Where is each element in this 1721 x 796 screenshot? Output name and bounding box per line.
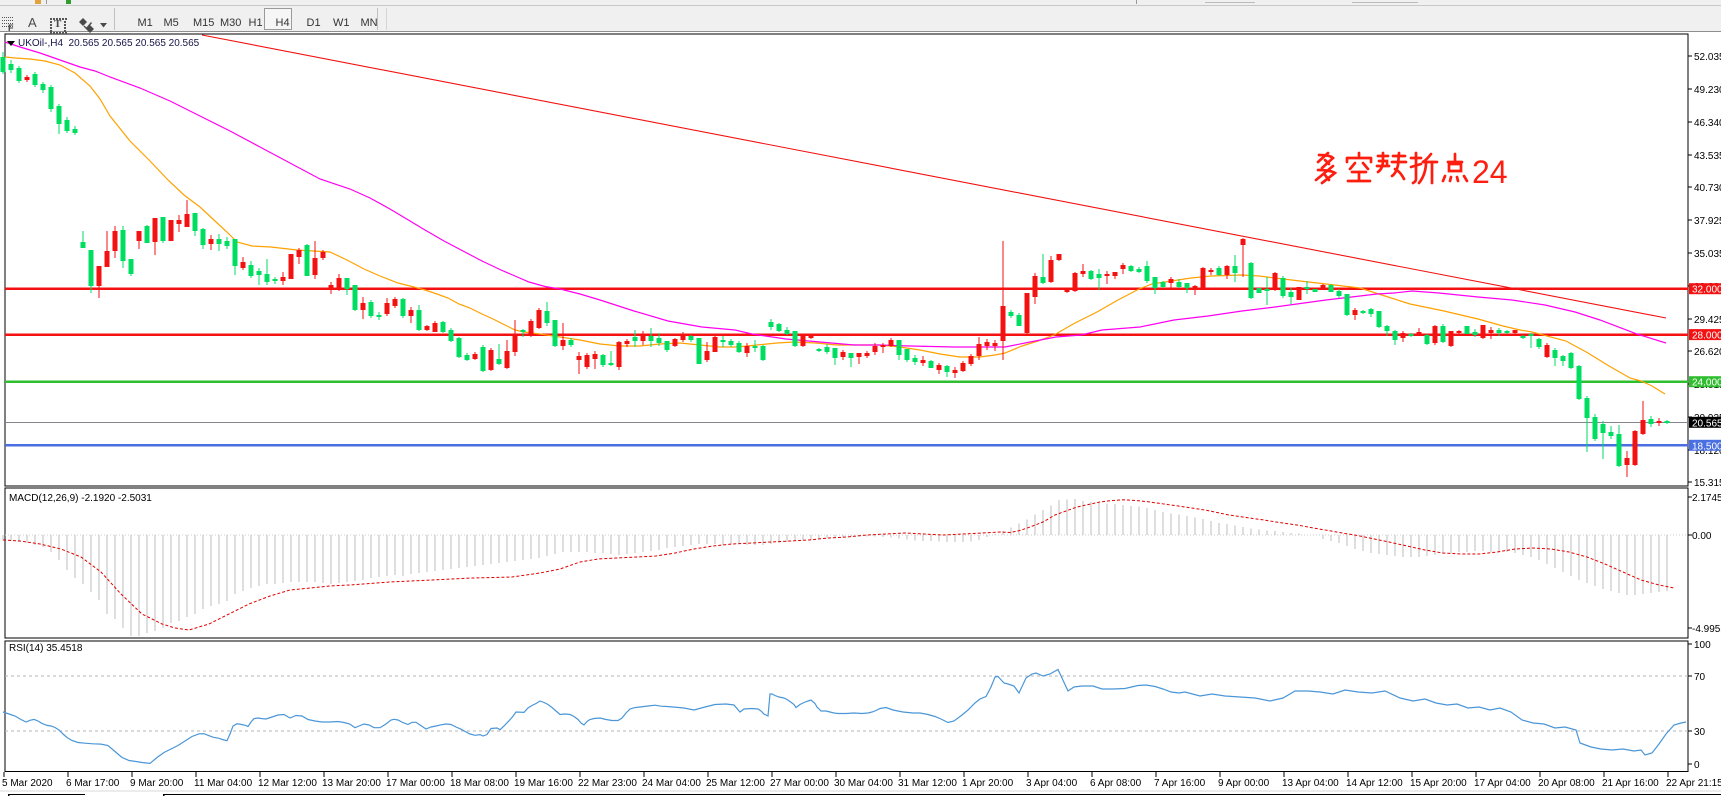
svg-text:22 Mar 23:00: 22 Mar 23:00 xyxy=(578,778,637,789)
svg-text:7 Apr 16:00: 7 Apr 16:00 xyxy=(1154,778,1206,789)
svg-text:9 Mar 20:00: 9 Mar 20:00 xyxy=(130,778,184,789)
svg-text:70: 70 xyxy=(1694,672,1706,683)
svg-text:20 Apr 08:00: 20 Apr 08:00 xyxy=(1538,778,1595,789)
svg-text:30: 30 xyxy=(1694,727,1706,738)
svg-text:22 Apr 21:15: 22 Apr 21:15 xyxy=(1666,778,1721,789)
svg-text:20.565: 20.565 xyxy=(1692,418,1721,429)
svg-text:21 Apr 16:00: 21 Apr 16:00 xyxy=(1602,778,1659,789)
svg-text:13 Apr 04:00: 13 Apr 04:00 xyxy=(1282,778,1339,789)
svg-text:18.500: 18.500 xyxy=(1692,441,1721,452)
svg-text:15.315: 15.315 xyxy=(1694,478,1721,489)
svg-text:MACD(12,26,9) -2.1920 -2.5031: MACD(12,26,9) -2.1920 -2.5031 xyxy=(9,493,152,504)
svg-text:3 Apr 04:00: 3 Apr 04:00 xyxy=(1026,778,1078,789)
svg-text:30 Mar 04:00: 30 Mar 04:00 xyxy=(834,778,893,789)
svg-text:46.340: 46.340 xyxy=(1694,118,1721,129)
svg-text:2.1745: 2.1745 xyxy=(1692,493,1721,504)
svg-text:RSI(14) 35.4518: RSI(14) 35.4518 xyxy=(9,643,83,654)
svg-text:6 Apr 08:00: 6 Apr 08:00 xyxy=(1090,778,1142,789)
svg-text:14 Apr 12:00: 14 Apr 12:00 xyxy=(1346,778,1403,789)
svg-text:18.120: 18.120 xyxy=(1694,446,1721,457)
svg-text:26.620: 26.620 xyxy=(1694,347,1721,358)
svg-text:19 Mar 16:00: 19 Mar 16:00 xyxy=(514,778,573,789)
svg-text:40.730: 40.730 xyxy=(1694,183,1721,194)
svg-text:18 Mar 08:00: 18 Mar 08:00 xyxy=(450,778,509,789)
svg-text:0: 0 xyxy=(1694,760,1700,771)
svg-text:49.230: 49.230 xyxy=(1694,85,1721,96)
svg-text:17 Apr 04:00: 17 Apr 04:00 xyxy=(1474,778,1531,789)
svg-text:1 Apr 20:00: 1 Apr 20:00 xyxy=(962,778,1014,789)
svg-text:13 Mar 20:00: 13 Mar 20:00 xyxy=(322,778,381,789)
svg-text:24 Mar 04:00: 24 Mar 04:00 xyxy=(642,778,701,789)
svg-text:31 Mar 12:00: 31 Mar 12:00 xyxy=(898,778,957,789)
svg-text:24: 24 xyxy=(1472,154,1508,190)
svg-text:37.925: 37.925 xyxy=(1694,216,1721,227)
svg-text:24.000: 24.000 xyxy=(1692,378,1721,389)
svg-text:35.035: 35.035 xyxy=(1694,249,1721,260)
svg-text:-4.9955: -4.9955 xyxy=(1692,624,1721,635)
svg-text:6 Mar 17:00: 6 Mar 17:00 xyxy=(66,778,120,789)
svg-text:29.425: 29.425 xyxy=(1694,315,1721,326)
svg-text:UKOil-,H4 20.565 20.565 20.56: UKOil-,H4 20.565 20.565 20.565 20.565 xyxy=(18,38,200,49)
svg-text:15 Apr 20:00: 15 Apr 20:00 xyxy=(1410,778,1467,789)
svg-text:52.035: 52.035 xyxy=(1694,52,1721,63)
svg-text:12 Mar 12:00: 12 Mar 12:00 xyxy=(258,778,317,789)
svg-text:0.00: 0.00 xyxy=(1692,531,1712,542)
svg-text:11 Mar 04:00: 11 Mar 04:00 xyxy=(194,778,253,789)
svg-text:28.000: 28.000 xyxy=(1692,331,1721,342)
svg-text:27 Mar 00:00: 27 Mar 00:00 xyxy=(770,778,829,789)
svg-text:100: 100 xyxy=(1694,640,1711,651)
svg-text:5 Mar 2020: 5 Mar 2020 xyxy=(2,778,53,789)
svg-text:43.535: 43.535 xyxy=(1694,151,1721,162)
svg-text:17 Mar 00:00: 17 Mar 00:00 xyxy=(386,778,445,789)
svg-text:9 Apr 00:00: 9 Apr 00:00 xyxy=(1218,778,1270,789)
svg-text:25 Mar 12:00: 25 Mar 12:00 xyxy=(706,778,765,789)
svg-text:32.000: 32.000 xyxy=(1692,285,1721,296)
